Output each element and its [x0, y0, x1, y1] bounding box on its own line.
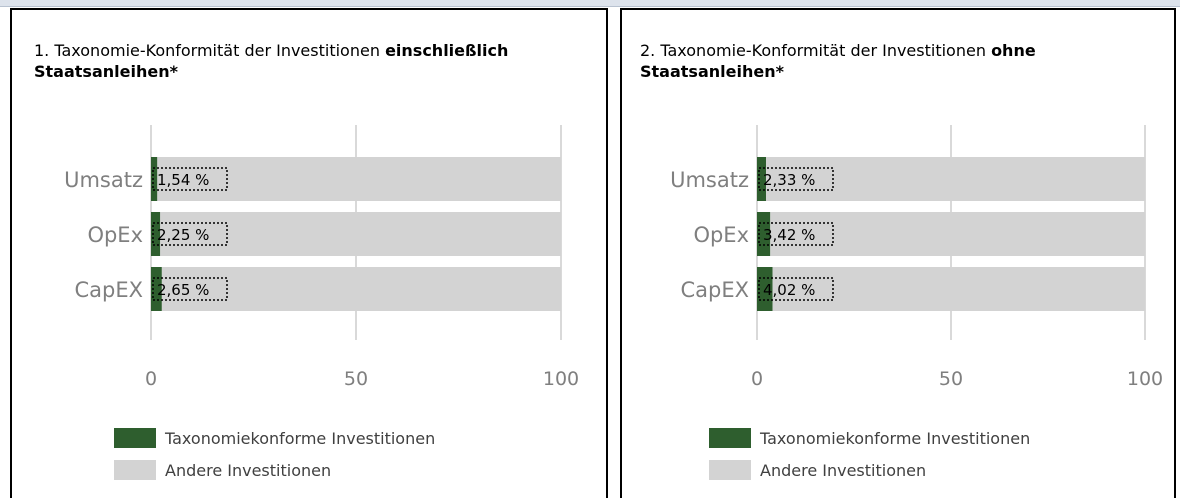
x-tick-label: 50 [939, 368, 963, 390]
legend-swatch [709, 460, 751, 480]
bar-segment [772, 267, 1145, 311]
value-label: 2,25 % [157, 226, 209, 244]
title-text: 2. Taxonomie-Konformität der Investition… [640, 41, 986, 60]
legend-label: Andere Investitionen [165, 461, 331, 480]
y-tick-label: OpEx [87, 223, 143, 247]
value-label-box [758, 167, 834, 191]
legend-swatch [709, 428, 751, 448]
value-label: 3,42 % [763, 226, 815, 244]
legend-label: Taxonomiekonforme Investitionen [164, 429, 435, 448]
y-tick-label: Umsatz [64, 168, 143, 192]
bar-segment [757, 157, 767, 201]
x-tick-label: 50 [344, 368, 368, 390]
bar-segment [151, 212, 161, 256]
value-label-box [152, 167, 228, 191]
x-tick-label: 100 [1127, 368, 1163, 390]
bar-segment [770, 212, 1145, 256]
panel: 2. Taxonomie-Konformität der Investition… [620, 8, 1176, 498]
value-label-box [758, 277, 834, 301]
title-emphasis: ohne Staatsanleihen* [640, 41, 1036, 81]
value-label: 4,02 % [763, 281, 815, 299]
legend-label: Taxonomiekonforme Investitionen [759, 429, 1030, 448]
title-text: 1. Taxonomie-Konformität der Investition… [34, 41, 380, 60]
value-label-box [152, 277, 228, 301]
value-label: 2,33 % [763, 171, 815, 189]
value-label-box [152, 222, 228, 246]
x-tick-label: 0 [751, 368, 763, 390]
title-emphasis: einschließlich Staatsanleihen* [34, 41, 509, 81]
bar-segment [161, 267, 562, 311]
value-label: 1,54 % [157, 171, 209, 189]
bar-segment [160, 212, 561, 256]
legend-swatch [114, 428, 156, 448]
bar-segment [151, 267, 162, 311]
top-strip [0, 0, 1180, 7]
panel: 1. Taxonomie-Konformität der Investition… [10, 8, 608, 498]
bar-segment [157, 157, 561, 201]
bar-segment [151, 157, 158, 201]
y-tick-label: CapEX [680, 278, 749, 302]
chart-title: 2. Taxonomie-Konformität der Investition… [640, 40, 1120, 82]
value-label-box [758, 222, 834, 246]
x-tick-label: 0 [145, 368, 157, 390]
legend-swatch [114, 460, 156, 480]
chart-title: 1. Taxonomie-Konformität der Investition… [34, 40, 574, 82]
value-label: 2,65 % [157, 281, 209, 299]
x-tick-label: 100 [543, 368, 579, 390]
y-tick-label: CapEX [74, 278, 143, 302]
y-tick-label: OpEx [693, 223, 749, 247]
bar-segment [766, 157, 1145, 201]
y-tick-label: Umsatz [670, 168, 749, 192]
legend-label: Andere Investitionen [760, 461, 926, 480]
